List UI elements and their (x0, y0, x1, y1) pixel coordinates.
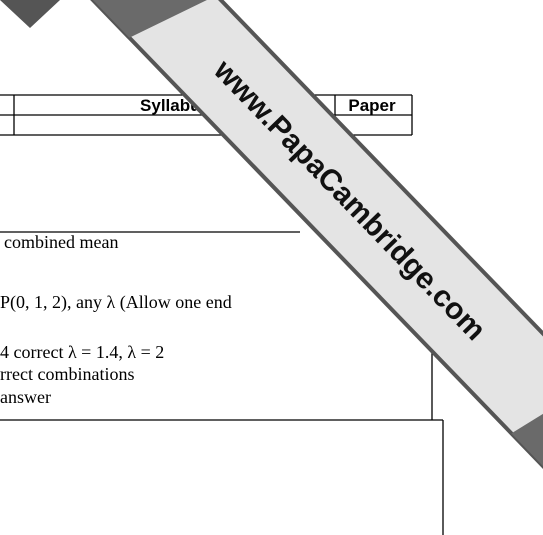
text-line: P(0, 1, 2), any λ (Allow one end (0, 292, 232, 313)
text-line: combined mean (4, 232, 118, 252)
box-lines (0, 231, 444, 535)
text-line: rrect combinations (0, 364, 134, 384)
banner-arrow (0, 0, 60, 28)
watermark-banner: www.PapaCambridge.com (22, 0, 543, 535)
table-header: Paper (348, 96, 396, 115)
text-line: 4 correct λ = 1.4, λ = 2 (0, 342, 164, 362)
text-line: answer (0, 387, 51, 407)
